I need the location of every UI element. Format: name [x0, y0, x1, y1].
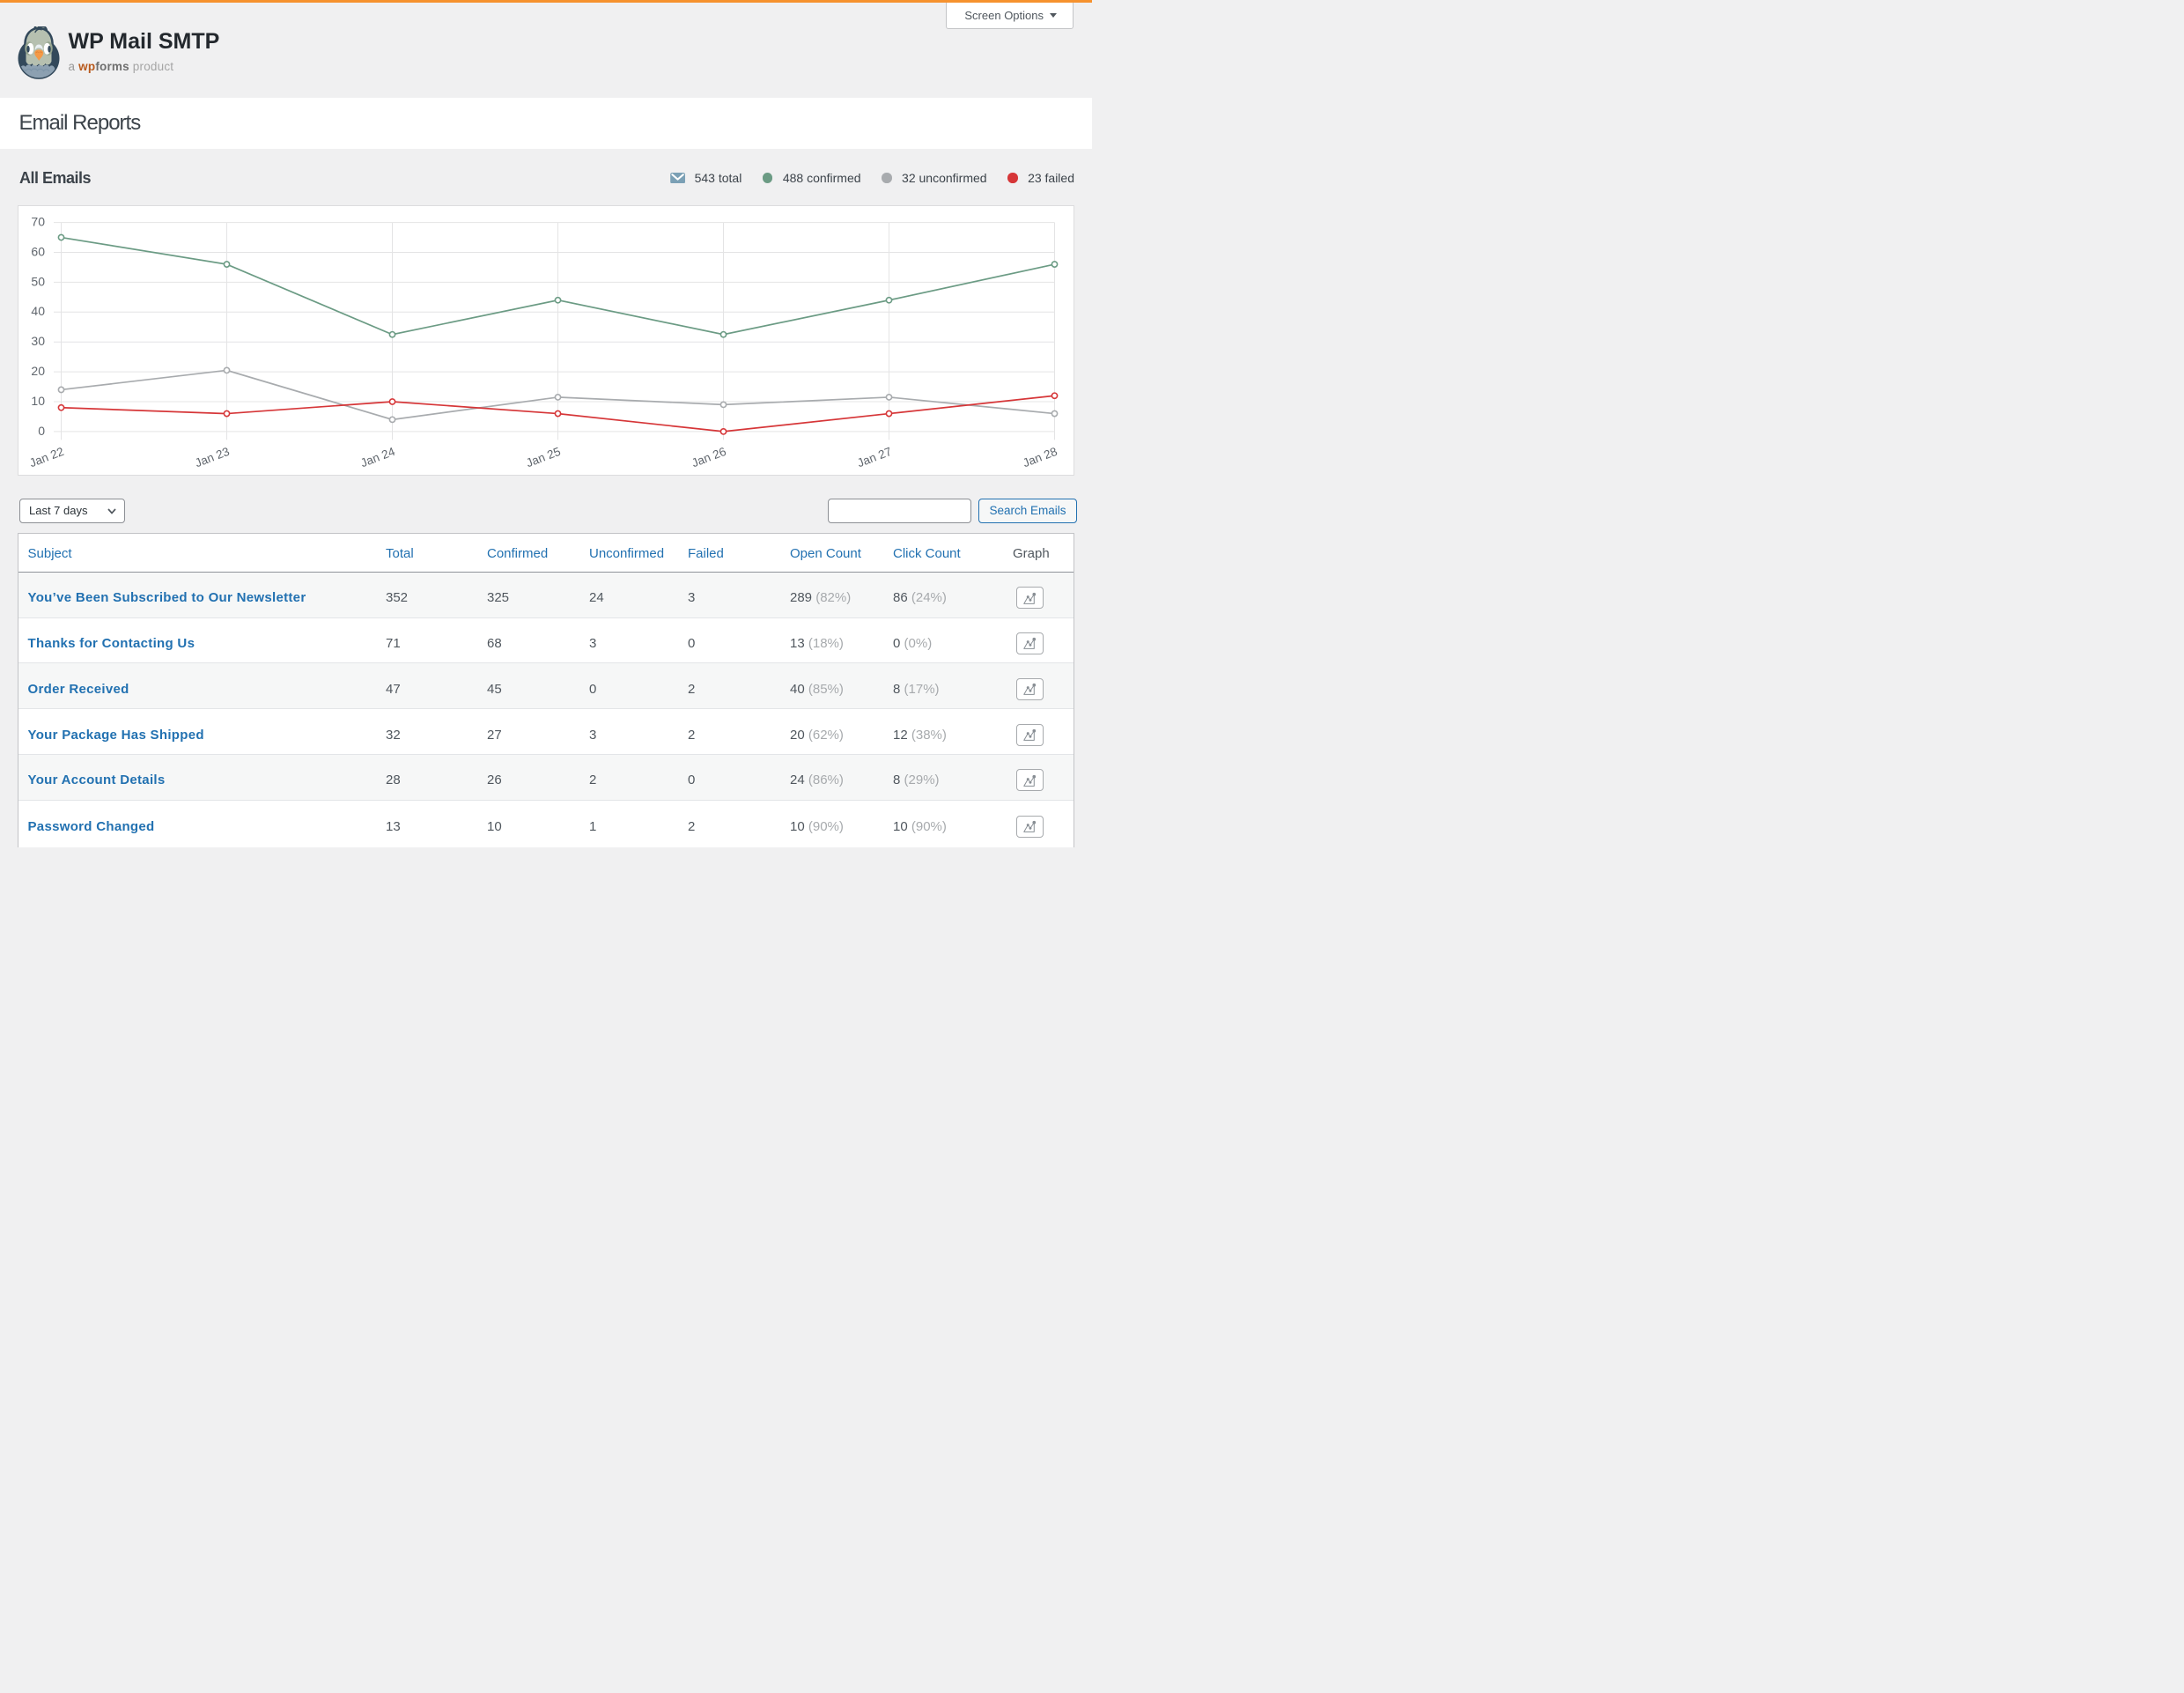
svg-text:Jan 27: Jan 27 — [855, 445, 893, 470]
svg-text:20: 20 — [31, 364, 45, 378]
svg-text:40: 40 — [31, 304, 45, 318]
svg-text:Jan 26: Jan 26 — [690, 445, 727, 470]
svg-text:Jan 25: Jan 25 — [524, 445, 562, 470]
svg-text:30: 30 — [31, 334, 45, 348]
svg-text:50: 50 — [31, 274, 45, 288]
svg-text:70: 70 — [31, 215, 45, 229]
svg-text:Jan 28: Jan 28 — [1021, 445, 1059, 470]
svg-text:Jan 24: Jan 24 — [358, 445, 397, 470]
svg-text:Jan 23: Jan 23 — [193, 445, 231, 470]
svg-text:60: 60 — [31, 244, 45, 258]
svg-text:Jan 22: Jan 22 — [27, 445, 65, 470]
svg-text:10: 10 — [31, 394, 45, 408]
svg-text:0: 0 — [38, 424, 45, 438]
